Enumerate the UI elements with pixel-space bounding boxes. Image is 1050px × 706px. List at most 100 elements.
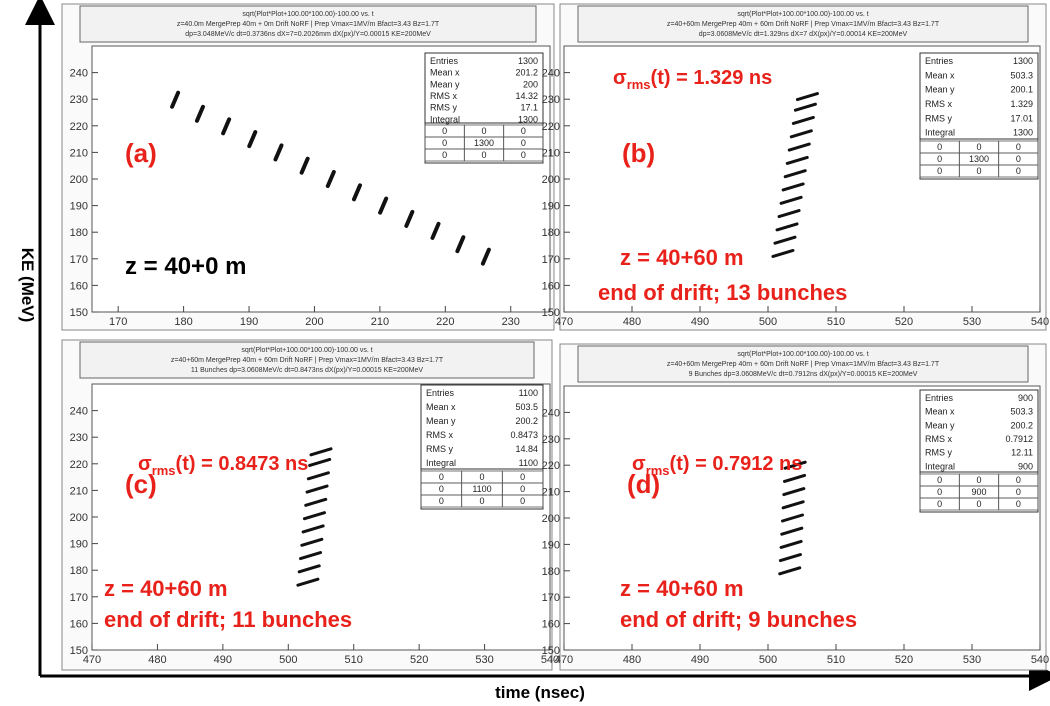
bunch-point [787, 142, 811, 152]
bunch-point [780, 513, 804, 523]
bunch-point [299, 156, 310, 175]
panel-0: sqrt(Plot*Plot+100.00*100.00)-100.00 vs.… [61, 3, 555, 331]
x-tick-label: 180 [174, 316, 192, 328]
stats-grid-cell [998, 164, 1039, 178]
y-tick-label: 190 [542, 201, 560, 213]
stats-grid-value: 0 [442, 150, 447, 160]
panel-3: sqrt(Plot*Plot+100.00*100.00)-100.00 vs.… [542, 343, 1049, 671]
stats-value: 1300 [518, 114, 538, 124]
y-tick-label: 220 [70, 459, 88, 471]
bunch-point [300, 537, 324, 547]
stats-value: 0.7912 [1005, 434, 1033, 444]
stats-grid-value: 0 [1016, 166, 1021, 176]
stats-grid-value: 0 [937, 499, 942, 509]
stats-grid-value: 0 [439, 472, 444, 482]
x-axis-title: time (nsec) [495, 683, 585, 702]
stats-label: RMS y [925, 448, 953, 458]
x-tick-label: 490 [214, 654, 232, 666]
sigma-annotation: σrms(t) = 1.329 ns [613, 67, 772, 92]
y-tick-label: 210 [70, 485, 88, 497]
bunch-point [783, 473, 807, 483]
stats-label: Integral [925, 461, 955, 471]
bunch-point [194, 104, 205, 123]
x-tick-label: 540 [1031, 654, 1049, 666]
x-tick-label: 530 [963, 316, 981, 328]
stats-label: Mean x [430, 68, 460, 78]
y-tick-label: 220 [542, 121, 560, 133]
stats-label: Entries [426, 388, 455, 398]
x-tick-label: 510 [827, 654, 845, 666]
y-tick-label: 240 [70, 406, 88, 418]
stats-grid-value: 0 [479, 472, 484, 482]
panel-header-line: dp=3.0608MeV/c dt=1.329ns dX=7 dX(px)/Y=… [699, 31, 908, 38]
stats-value: 12.11 [1011, 448, 1033, 458]
panel-header-line: sqrt(Plot*Plot+100.00*100.00)-100.00 vs.… [737, 11, 868, 18]
bunch-point [785, 155, 809, 165]
bunch-point [771, 248, 795, 258]
panel-header-box [79, 5, 537, 43]
stats-box [424, 52, 544, 164]
panel-header-box [79, 341, 535, 379]
bunch-point [378, 196, 389, 215]
stats-value: 200.2 [515, 416, 538, 426]
bunch-point [299, 551, 323, 561]
stats-label: Mean y [426, 416, 456, 426]
stats-grid-value: 0 [1016, 499, 1021, 509]
stats-grid-value: 0 [479, 496, 484, 506]
stats-grid-value: 0 [520, 472, 525, 482]
bunch-point [221, 117, 232, 136]
x-tick-label: 520 [895, 316, 913, 328]
panel-annotation: end of drift; 9 bunches [620, 607, 857, 632]
y-tick-label: 170 [70, 592, 88, 604]
stats-value: 14.32 [515, 91, 538, 101]
x-tick-label: 190 [240, 316, 258, 328]
panel-label: (a) [125, 138, 157, 168]
bunch-point [301, 524, 325, 534]
stats-label: RMS y [426, 444, 454, 454]
stats-grid-cell [998, 497, 1039, 511]
stats-value: 1100 [519, 388, 538, 398]
x-tick-label: 480 [623, 654, 641, 666]
panel-header-line: z=40+60m MergePrep 40m + 60m Drift NoRF … [171, 357, 444, 364]
stats-label: Entries [925, 393, 954, 403]
y-tick-label: 200 [542, 513, 560, 525]
y-tick-label: 240 [70, 68, 88, 80]
stats-grid-cell [503, 148, 544, 162]
x-tick-label: 480 [148, 654, 166, 666]
x-tick-label: 200 [305, 316, 323, 328]
bunch-point [455, 235, 466, 254]
stats-grid-value: 1100 [472, 484, 491, 494]
stats-grid-value: 0 [976, 142, 981, 152]
bunch-point [351, 183, 362, 202]
panel-header-line: z=40+60m MergePrep 40m + 60m Drift NoRF … [667, 21, 940, 28]
stats-label: Mean x [426, 402, 456, 412]
bunch-point [781, 500, 805, 510]
panel-header-line: dp=3.048MeV/c dt=0.3736ns dX=7=0.2026mm … [185, 31, 431, 38]
y-tick-label: 150 [542, 645, 560, 657]
stats-grid-value: 0 [937, 487, 942, 497]
stats-value: 1.329 [1010, 99, 1033, 109]
stats-grid-value: 0 [1016, 487, 1021, 497]
stats-grid-value: 0 [442, 126, 447, 136]
x-tick-label: 170 [109, 316, 127, 328]
x-tick-label: 510 [345, 654, 363, 666]
x-tick-label: 520 [410, 654, 428, 666]
stats-value: 17.01 [1010, 113, 1033, 123]
panel-header-line: z=40.0m MergePrep 40m + 0m Drift NoRF | … [177, 21, 440, 28]
panel-header-line: z=40+60m MergePrep 40m + 60m Drift NoRF … [667, 361, 940, 368]
y-tick-label: 170 [70, 254, 88, 266]
stats-label: RMS x [925, 434, 953, 444]
x-tick-label: 500 [759, 654, 777, 666]
bunch-point [430, 221, 441, 240]
x-tick-label: 470 [83, 654, 101, 666]
panel-label: (d) [627, 469, 660, 499]
panels: sqrt(Plot*Plot+100.00*100.00)-100.00 vs.… [61, 3, 1049, 671]
y-tick-label: 230 [542, 434, 560, 446]
stats-grid-value: 0 [937, 475, 942, 485]
x-tick-label: 520 [895, 654, 913, 666]
stats-label: Integral [426, 458, 456, 468]
y-tick-label: 240 [542, 68, 560, 80]
panel-header-box [577, 5, 1029, 43]
stats-value: 503.3 [1010, 70, 1033, 80]
